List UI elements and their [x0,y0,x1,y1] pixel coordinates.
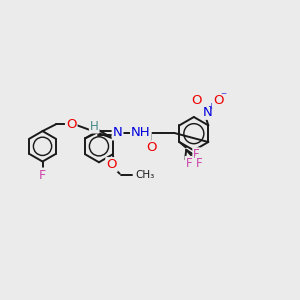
Text: ⁻: ⁻ [220,90,226,104]
Text: +: + [208,102,215,111]
Text: O: O [191,94,201,107]
Text: O: O [106,158,117,171]
Text: H: H [90,120,99,133]
Text: N: N [113,126,122,140]
Text: F: F [196,157,202,170]
Text: O: O [146,141,156,154]
Text: NH: NH [131,126,151,140]
Text: O: O [213,94,224,107]
Text: N: N [202,106,212,119]
Text: F: F [185,157,192,170]
Text: F: F [193,148,200,161]
Text: CH₃: CH₃ [136,170,155,180]
Text: F: F [39,169,46,182]
Text: O: O [66,118,76,131]
